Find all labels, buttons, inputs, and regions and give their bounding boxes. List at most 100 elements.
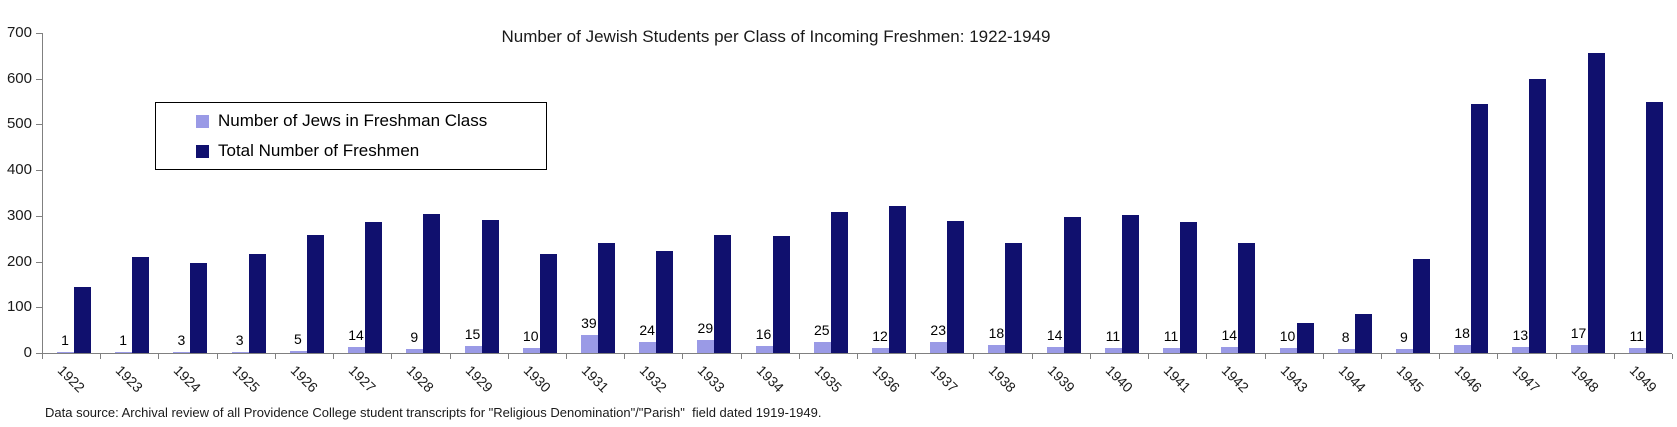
x-axis-category-label: 1944 [1335, 362, 1369, 396]
bar-data-label: 11 [1163, 327, 1179, 344]
y-axis-tick-label: 700 [6, 24, 32, 41]
y-axis-line [42, 33, 43, 353]
x-axis-category-label: 1941 [1160, 362, 1195, 396]
y-axis-tick-label: 600 [6, 69, 32, 87]
bar-total [714, 235, 732, 353]
bar-total [481, 219, 499, 353]
bar-total [74, 286, 91, 353]
bar-data-label: 11 [1629, 327, 1645, 344]
x-axis-tick [1555, 354, 1557, 359]
bar-data-label: 9 [1400, 328, 1408, 345]
bar-jews [813, 341, 831, 353]
x-axis-category-label: 1931 [578, 362, 612, 396]
x-axis-category-label: 1922 [54, 362, 89, 396]
bar-data-label: 18 [1454, 324, 1470, 341]
bar-total [1471, 103, 1489, 353]
x-axis-tick [682, 354, 684, 359]
bar-jews [289, 350, 307, 353]
x-axis-category-label: 1943 [1277, 362, 1311, 396]
x-axis-tick [1089, 354, 1091, 359]
bar-jews [115, 352, 133, 353]
x-axis-category-label: 1923 [112, 362, 147, 396]
bar-jews [1395, 348, 1413, 353]
x-axis-line [42, 353, 1672, 354]
x-axis-category-label: 1937 [927, 362, 962, 396]
x-axis-tick [391, 354, 393, 359]
x-axis-tick [507, 354, 509, 359]
x-axis-category-label: 1932 [636, 362, 671, 396]
bar-data-label: 39 [581, 315, 597, 332]
x-axis-tick [1322, 354, 1324, 359]
bar-total [1529, 78, 1547, 353]
legend-item-jews: Number of Jews in Freshman Class [196, 111, 546, 130]
x-axis-category-label: 1926 [287, 362, 321, 396]
x-axis-tick [216, 354, 218, 359]
y-axis-tick [36, 261, 42, 263]
x-axis-category-label: 1938 [986, 362, 1020, 396]
x-axis-category-label: 1925 [229, 362, 263, 396]
bar-total [889, 205, 906, 353]
bar-data-label: 10 [522, 328, 539, 345]
bar-total [1645, 102, 1663, 353]
bar-jews [231, 351, 249, 353]
legend-swatch-total [196, 144, 209, 158]
bar-data-label: 14 [348, 326, 364, 343]
bar-total [1063, 217, 1081, 353]
bar-total [830, 211, 848, 353]
x-axis-category-label: 1930 [520, 362, 554, 396]
bar-data-label: 10 [1279, 328, 1296, 345]
bar-data-label: 5 [293, 330, 302, 347]
bar-total [190, 263, 208, 353]
x-axis-category-label: 1946 [1451, 362, 1486, 396]
bar-total [306, 234, 324, 353]
x-axis-tick [1206, 354, 1208, 359]
x-axis-tick [1031, 354, 1033, 359]
x-axis-category-label: 1936 [869, 362, 904, 396]
x-axis-category-label: 1945 [1393, 362, 1427, 396]
bar-total [1412, 258, 1430, 353]
bar-jews [348, 346, 366, 353]
bar-total [1354, 314, 1372, 353]
bar-data-label: 14 [1046, 326, 1063, 343]
x-axis-tick [1264, 354, 1266, 359]
bar-total [1005, 243, 1023, 353]
y-axis-tick-label: 0 [23, 344, 32, 361]
x-axis-category-label: 1939 [1044, 362, 1078, 396]
x-axis-tick [798, 354, 800, 359]
bar-total [1296, 323, 1314, 353]
x-axis-tick [857, 354, 858, 359]
bar-jews [464, 346, 482, 353]
bar-data-label: 17 [1570, 325, 1587, 342]
legend-label-total: Total Number of Freshmen [218, 141, 420, 160]
bar-data-label: 9 [410, 328, 419, 345]
y-axis-tick [36, 353, 42, 354]
y-axis-tick-label: 300 [6, 206, 32, 224]
x-axis-category-label: 1933 [695, 362, 729, 396]
bar-jews [1221, 346, 1239, 353]
y-axis-tick-label: 500 [6, 115, 32, 133]
bar-jews [1337, 349, 1355, 353]
bar-total [947, 220, 965, 353]
y-axis-tick [36, 307, 42, 309]
x-axis-tick [973, 354, 975, 359]
x-axis-tick [1439, 354, 1441, 359]
chart-title: Number of Jewish Students per Class of I… [501, 27, 1051, 46]
legend-swatch-jews [196, 114, 209, 128]
bar-total [248, 253, 266, 353]
bar-total [597, 243, 615, 353]
bar-jews [697, 339, 715, 353]
x-axis-category-label: 1935 [811, 362, 845, 396]
bar-total [656, 251, 674, 353]
y-axis-tick [36, 78, 42, 80]
y-axis-tick-label: 400 [6, 161, 32, 179]
bar-data-label: 23 [930, 322, 946, 339]
bar-jews [872, 347, 889, 353]
x-axis-tick [740, 354, 742, 359]
x-axis-category-label: 1927 [345, 362, 380, 396]
x-axis-category-label: 1948 [1568, 362, 1602, 396]
bar-data-label: 29 [697, 319, 714, 336]
bar-jews [406, 348, 424, 353]
bar-jews [1570, 345, 1588, 353]
bar-total [365, 221, 383, 353]
